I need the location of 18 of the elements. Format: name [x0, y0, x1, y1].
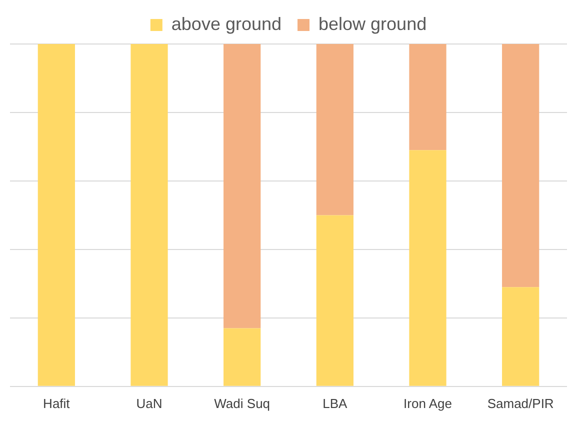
x-tick-label: Hafit [43, 396, 70, 411]
legend-label: below ground [318, 14, 427, 34]
bar [38, 44, 75, 386]
x-tick-label: Iron Age [404, 396, 452, 411]
legend-label: above ground [171, 14, 282, 34]
bar [316, 44, 354, 216]
bar [224, 328, 261, 386]
bar [502, 287, 540, 386]
bar [130, 44, 168, 386]
bar [409, 150, 446, 386]
x-tick-label: UaN [136, 396, 162, 411]
x-tick-label: LBA [322, 396, 348, 411]
x-tick-label: Samad/PIR [487, 396, 554, 411]
bar [409, 44, 446, 150]
bar [224, 44, 261, 328]
bar [316, 215, 354, 386]
bar [502, 44, 540, 288]
x-tick-label: Wadi Suq [214, 396, 270, 411]
